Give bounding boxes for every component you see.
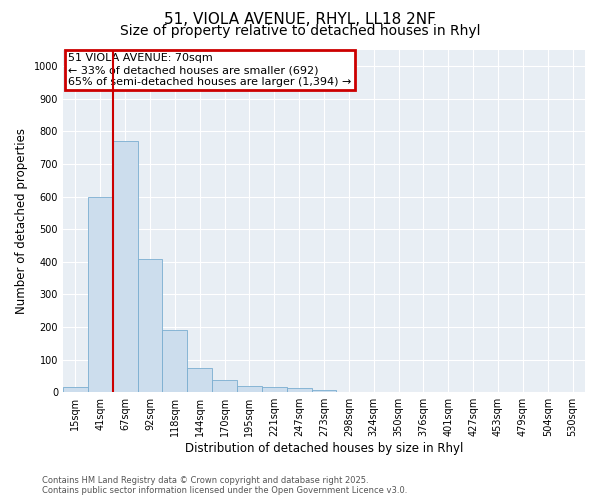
Bar	[63, 388, 88, 392]
Bar	[262, 388, 287, 392]
Bar	[163, 330, 187, 392]
Bar	[212, 380, 237, 392]
Bar	[237, 386, 262, 392]
Text: 51 VIOLA AVENUE: 70sqm
← 33% of detached houses are smaller (692)
65% of semi-de: 51 VIOLA AVENUE: 70sqm ← 33% of detached…	[68, 54, 352, 86]
Bar	[88, 196, 113, 392]
X-axis label: Distribution of detached houses by size in Rhyl: Distribution of detached houses by size …	[185, 442, 463, 455]
Bar	[187, 368, 212, 392]
Bar	[137, 258, 163, 392]
Text: 51, VIOLA AVENUE, RHYL, LL18 2NF: 51, VIOLA AVENUE, RHYL, LL18 2NF	[164, 12, 436, 28]
Text: Contains HM Land Registry data © Crown copyright and database right 2025.
Contai: Contains HM Land Registry data © Crown c…	[42, 476, 407, 495]
Text: Size of property relative to detached houses in Rhyl: Size of property relative to detached ho…	[120, 24, 480, 38]
Bar	[113, 142, 137, 392]
Bar	[287, 388, 311, 392]
Y-axis label: Number of detached properties: Number of detached properties	[15, 128, 28, 314]
Bar	[311, 390, 337, 392]
